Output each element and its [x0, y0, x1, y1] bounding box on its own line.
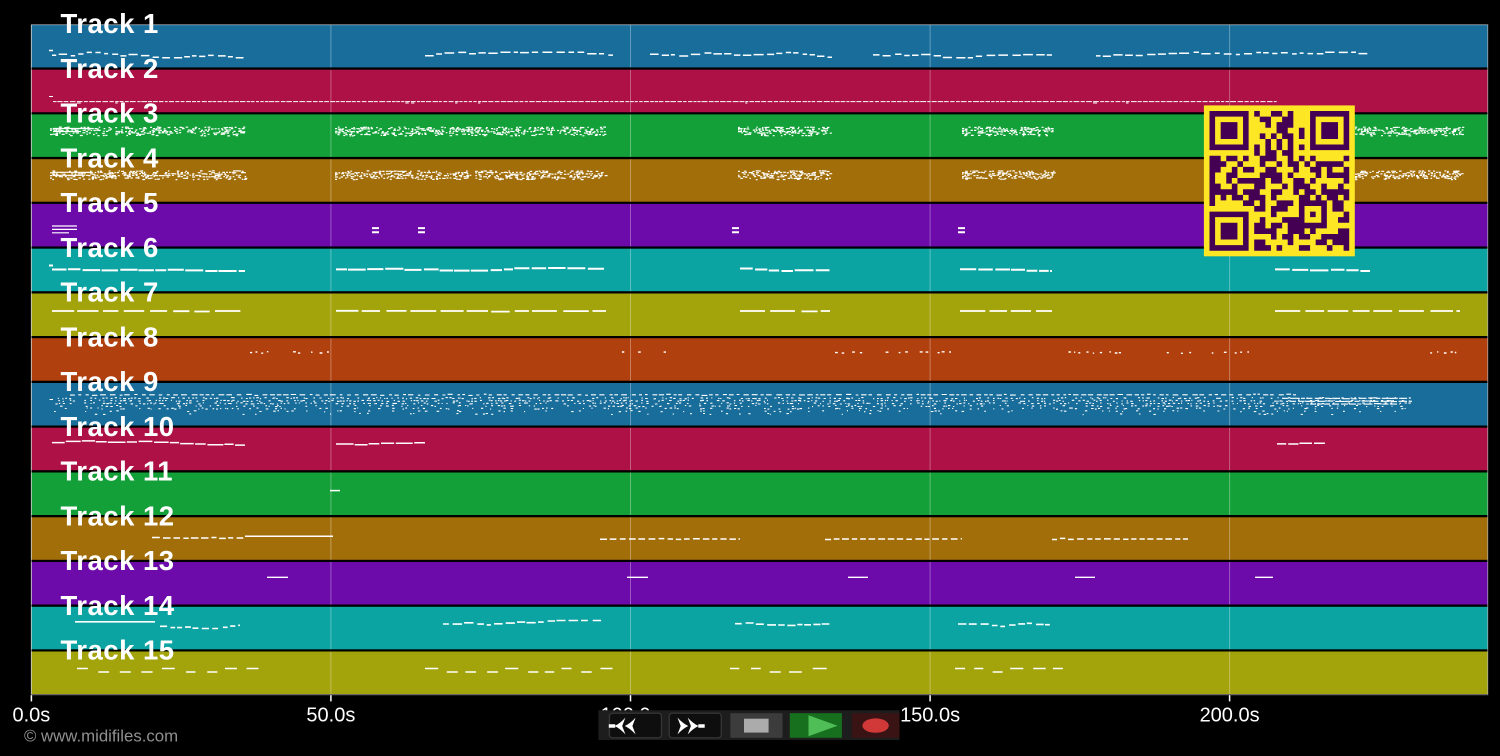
svg-text:Track 1: Track 1 [61, 8, 159, 39]
svg-text:Track 8: Track 8 [61, 321, 159, 352]
svg-text:Track 12: Track 12 [61, 501, 175, 532]
svg-text:Track 9: Track 9 [61, 366, 159, 397]
svg-text:200.0s: 200.0s [1200, 705, 1260, 727]
svg-text:Track 6: Track 6 [61, 232, 159, 263]
svg-text:150.0s: 150.0s [900, 705, 960, 727]
svg-text:© www.midifiles.com: © www.midifiles.com [24, 727, 178, 746]
svg-text:Track 13: Track 13 [61, 545, 175, 576]
svg-text:Track 14: Track 14 [61, 590, 175, 621]
svg-text:Track 11: Track 11 [61, 456, 174, 487]
svg-text:50.0s: 50.0s [306, 705, 355, 727]
svg-text:Track 15: Track 15 [61, 635, 175, 666]
svg-text:Track 7: Track 7 [61, 277, 159, 308]
svg-text:Track 2: Track 2 [61, 53, 159, 84]
svg-text:Track 5: Track 5 [61, 187, 159, 218]
svg-text:Track 4: Track 4 [61, 142, 160, 173]
svg-text:Track 3: Track 3 [61, 98, 159, 129]
svg-text:0.0s: 0.0s [12, 705, 50, 727]
svg-text:Track 10: Track 10 [61, 411, 175, 442]
